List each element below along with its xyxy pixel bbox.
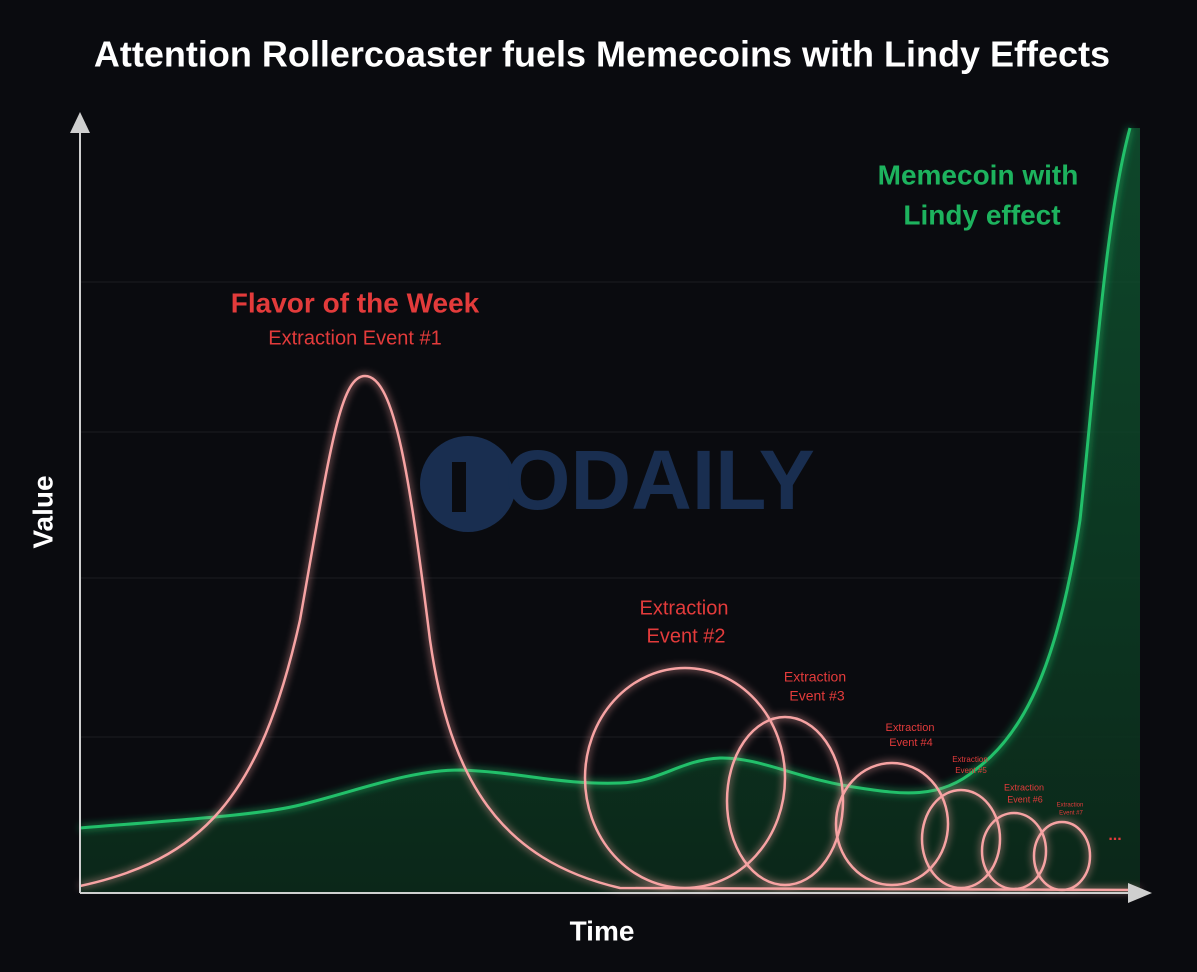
event-label: Extraction — [1057, 803, 1084, 809]
event-label: Extraction — [640, 597, 729, 619]
axes — [70, 112, 1152, 903]
flavor-subtitle: Extraction Event #1 — [268, 327, 441, 349]
y-axis-label: Value — [27, 475, 58, 548]
flavor-title: Flavor of the Week — [231, 287, 480, 318]
event-label: Event #3 — [789, 688, 844, 704]
event-label: Event #2 — [647, 625, 726, 647]
event-label: Extraction — [784, 669, 846, 685]
guides — [80, 281, 1140, 738]
memecoin-area — [80, 128, 1140, 893]
event-label: Event #4 — [889, 737, 932, 749]
event-label: Event #7 — [1059, 811, 1083, 817]
watermark-text: ODAILY — [505, 433, 815, 527]
event-label: Event #6 — [1007, 794, 1043, 804]
memecoin-label: Memecoin with — [878, 159, 1079, 190]
watermark: ODAILY — [420, 433, 815, 532]
memecoin-curve — [79, 127, 1132, 830]
ellipsis: ... — [1108, 827, 1121, 844]
event-label: Event #5 — [955, 766, 987, 775]
event-label: Extraction — [952, 755, 988, 764]
event-label: Extraction — [1004, 782, 1044, 792]
extraction-curves — [79, 374, 1141, 892]
title: Attention Rollercoaster fuels Memecoins … — [94, 34, 1110, 75]
x-axis-label: Time — [570, 915, 635, 946]
memecoin-label: Lindy effect — [903, 199, 1060, 230]
event-label: Extraction — [886, 722, 935, 734]
